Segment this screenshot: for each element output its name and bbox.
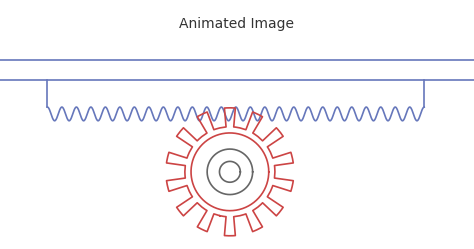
Text: Animated Image: Animated Image [180,17,294,31]
